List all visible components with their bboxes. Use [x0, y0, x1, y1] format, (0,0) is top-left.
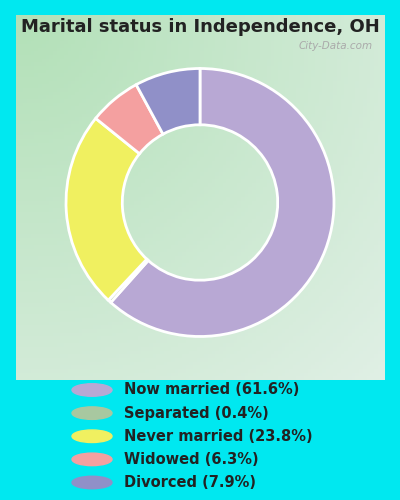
- Circle shape: [72, 476, 112, 489]
- Wedge shape: [66, 118, 147, 300]
- Text: Never married (23.8%): Never married (23.8%): [124, 428, 313, 444]
- Circle shape: [72, 453, 112, 466]
- Circle shape: [72, 430, 112, 442]
- Wedge shape: [111, 68, 334, 336]
- Text: Now married (61.6%): Now married (61.6%): [124, 382, 299, 398]
- Wedge shape: [96, 84, 163, 154]
- Wedge shape: [108, 259, 148, 302]
- Text: Widowed (6.3%): Widowed (6.3%): [124, 452, 259, 467]
- Circle shape: [72, 407, 112, 420]
- Text: City-Data.com: City-Data.com: [299, 40, 373, 50]
- Circle shape: [72, 384, 112, 396]
- Wedge shape: [136, 68, 200, 134]
- Text: Divorced (7.9%): Divorced (7.9%): [124, 475, 256, 490]
- Text: Marital status in Independence, OH: Marital status in Independence, OH: [21, 18, 379, 36]
- Text: Separated (0.4%): Separated (0.4%): [124, 406, 269, 420]
